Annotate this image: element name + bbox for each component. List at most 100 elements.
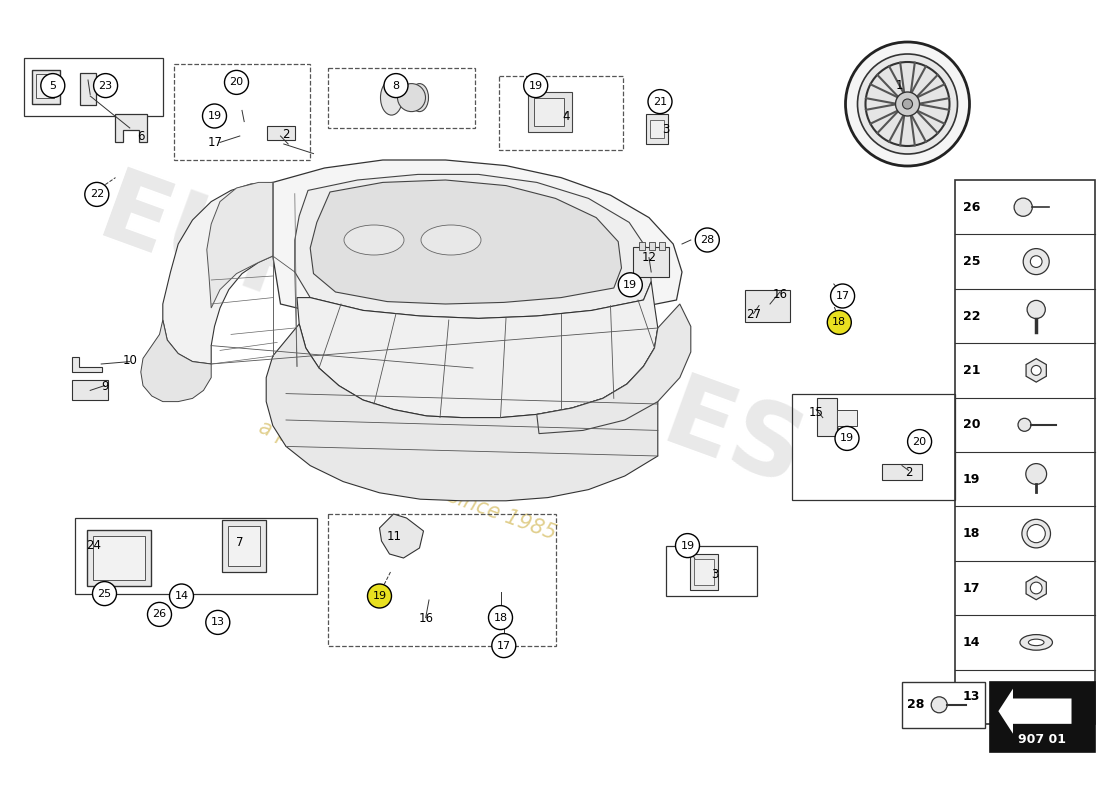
Text: 14: 14 xyxy=(962,636,980,649)
Text: a passion for parts since 1985: a passion for parts since 1985 xyxy=(255,417,559,543)
Text: 9: 9 xyxy=(101,380,108,393)
Text: 10: 10 xyxy=(122,354,138,367)
Text: 19: 19 xyxy=(962,473,980,486)
Text: 19: 19 xyxy=(624,280,637,290)
Text: 12: 12 xyxy=(641,251,657,264)
Bar xyxy=(837,410,857,426)
Polygon shape xyxy=(266,324,658,501)
Polygon shape xyxy=(141,320,211,402)
Bar xyxy=(817,398,837,436)
Text: 26: 26 xyxy=(153,610,166,619)
Text: 7: 7 xyxy=(236,536,243,549)
Circle shape xyxy=(866,62,949,146)
Circle shape xyxy=(169,584,194,608)
Text: 19: 19 xyxy=(373,591,386,601)
Bar xyxy=(792,394,955,500)
Text: 24: 24 xyxy=(86,539,101,552)
Circle shape xyxy=(1027,525,1045,542)
Circle shape xyxy=(524,74,548,98)
Polygon shape xyxy=(273,160,682,326)
Circle shape xyxy=(902,99,913,109)
Text: 27: 27 xyxy=(746,308,761,321)
Text: 17: 17 xyxy=(208,136,223,149)
Bar xyxy=(328,514,556,646)
Text: 17: 17 xyxy=(836,291,849,301)
Text: 13: 13 xyxy=(211,618,224,627)
Text: 20: 20 xyxy=(230,78,243,87)
Text: 3: 3 xyxy=(662,123,669,136)
Text: 28: 28 xyxy=(701,235,714,245)
Circle shape xyxy=(932,697,947,713)
Polygon shape xyxy=(72,357,102,371)
Text: 23: 23 xyxy=(99,81,112,90)
Text: 16: 16 xyxy=(772,288,788,301)
Text: 18: 18 xyxy=(833,318,846,327)
Circle shape xyxy=(488,606,513,630)
Circle shape xyxy=(1031,256,1042,267)
Circle shape xyxy=(147,602,172,626)
Bar xyxy=(266,126,295,140)
Bar xyxy=(499,76,623,150)
Text: 18: 18 xyxy=(962,527,980,540)
Text: 25: 25 xyxy=(98,589,111,598)
Text: 14: 14 xyxy=(175,591,188,601)
Bar xyxy=(222,519,266,571)
Text: EUROSPARES: EUROSPARES xyxy=(86,163,816,509)
Text: 22: 22 xyxy=(962,310,980,322)
Text: 2: 2 xyxy=(905,466,912,478)
Bar xyxy=(534,98,564,126)
Text: 4: 4 xyxy=(563,110,570,122)
Circle shape xyxy=(1027,300,1045,318)
Circle shape xyxy=(41,74,65,98)
Text: 19: 19 xyxy=(208,111,221,121)
Text: 28: 28 xyxy=(908,698,925,711)
Text: 13: 13 xyxy=(962,690,980,703)
Bar xyxy=(174,64,310,160)
Circle shape xyxy=(1026,464,1046,484)
Text: 17: 17 xyxy=(497,641,510,650)
Bar xyxy=(649,242,656,250)
Text: 15: 15 xyxy=(808,406,824,418)
Circle shape xyxy=(648,90,672,114)
Circle shape xyxy=(1018,418,1031,431)
Text: 17: 17 xyxy=(962,582,980,594)
Circle shape xyxy=(224,70,249,94)
Text: 8: 8 xyxy=(393,81,399,90)
Text: 20: 20 xyxy=(913,437,926,446)
Circle shape xyxy=(85,182,109,206)
Bar xyxy=(990,682,1094,752)
Polygon shape xyxy=(537,304,691,434)
Bar xyxy=(902,682,985,728)
Text: 21: 21 xyxy=(653,97,667,106)
Circle shape xyxy=(827,310,851,334)
Circle shape xyxy=(830,284,855,308)
Text: 16: 16 xyxy=(418,612,433,625)
Text: 19: 19 xyxy=(840,434,854,443)
Circle shape xyxy=(1032,366,1041,375)
Text: 25: 25 xyxy=(962,255,980,268)
Circle shape xyxy=(397,84,426,111)
Text: 2: 2 xyxy=(283,128,289,141)
Circle shape xyxy=(202,104,227,128)
Text: 21: 21 xyxy=(962,364,980,377)
Polygon shape xyxy=(310,180,622,304)
Bar xyxy=(80,74,96,106)
Circle shape xyxy=(1023,249,1049,274)
Bar xyxy=(228,526,261,566)
Text: 1: 1 xyxy=(896,79,903,92)
Circle shape xyxy=(908,430,932,454)
Circle shape xyxy=(618,273,642,297)
Circle shape xyxy=(492,634,516,658)
Bar xyxy=(24,58,163,116)
Bar xyxy=(745,290,790,322)
Bar xyxy=(666,546,757,596)
Circle shape xyxy=(94,74,118,98)
Bar xyxy=(646,114,668,144)
Circle shape xyxy=(858,54,957,154)
Text: 18: 18 xyxy=(494,613,507,622)
Bar xyxy=(75,518,317,594)
Polygon shape xyxy=(1026,686,1046,708)
Bar xyxy=(882,464,922,480)
Text: 19: 19 xyxy=(681,541,694,550)
Bar xyxy=(634,247,669,278)
